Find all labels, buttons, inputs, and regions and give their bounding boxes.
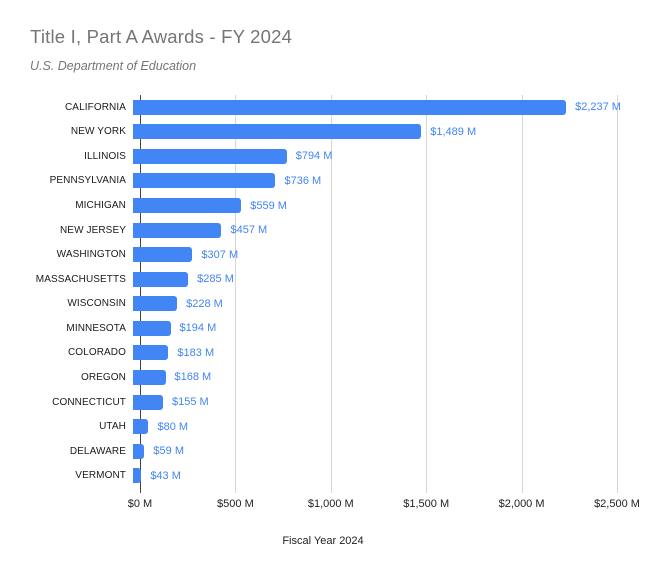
- bar-row: VERMONT $43 M: [30, 463, 617, 488]
- bar-track: $80 M: [133, 414, 617, 439]
- bar: [133, 99, 567, 115]
- plot-gridlines: [140, 95, 618, 493]
- category-label: MASSACHUSETTS: [35, 273, 126, 285]
- gridline: [330, 95, 332, 493]
- bar-track: $168 M: [133, 365, 617, 390]
- bar-track: $194 M: [133, 316, 617, 341]
- value-label: $80 M: [157, 420, 189, 433]
- bar-row: WASHINGTON $307 M: [30, 242, 617, 267]
- category-label: COLORADO: [67, 347, 126, 359]
- value-label: $183 M: [177, 346, 215, 359]
- category-label: UTAH: [99, 421, 126, 433]
- bar: [133, 148, 287, 164]
- x-tick-label: $1,000 M: [307, 498, 354, 510]
- gridline: [521, 95, 523, 493]
- value-label: $59 M: [153, 445, 184, 458]
- bar-track: $457 M: [133, 218, 617, 243]
- category-label: PENNSYLVANIA: [49, 175, 126, 187]
- bar: [133, 443, 145, 459]
- category-label: ILLINOIS: [84, 150, 126, 162]
- x-tick-label: $2,500 M: [594, 498, 640, 510]
- bar: [133, 320, 171, 336]
- bar-row: WISCONSIN $228 M: [30, 292, 617, 317]
- bar-row: COLORADO $183 M: [30, 341, 617, 366]
- bar-row: NEW YORK $1,489 M: [30, 120, 617, 145]
- value-label: $2,237 M: [575, 101, 621, 114]
- value-label: $168 M: [174, 371, 212, 384]
- value-label: $307 M: [201, 248, 239, 261]
- value-label: $736 M: [284, 174, 322, 187]
- value-label: $194 M: [179, 322, 217, 335]
- bar-track: $155 M: [133, 390, 617, 415]
- value-label: $559 M: [250, 199, 287, 212]
- x-tick-label: $0 M: [127, 498, 153, 510]
- category-label: DELAWARE: [69, 445, 126, 457]
- value-label: $794 M: [295, 150, 333, 163]
- gridline: [426, 95, 428, 493]
- bar-track: $285 M: [133, 267, 617, 292]
- bar-track: $59 M: [133, 439, 617, 464]
- category-label: NEW YORK: [70, 126, 126, 138]
- bar: [133, 124, 422, 140]
- category-label: CALIFORNIA: [64, 101, 126, 113]
- bar-row: NEW JERSEY $457 M: [30, 218, 617, 243]
- bar-track: $794 M: [133, 144, 617, 169]
- bar: [133, 345, 169, 361]
- bar-row: MASSACHUSETTS $285 M: [30, 267, 617, 292]
- category-label: VERMONT: [75, 470, 126, 482]
- bar-track: $183 M: [133, 341, 617, 366]
- category-label: NEW JERSEY: [59, 224, 126, 236]
- bar-track: $228 M: [133, 292, 617, 317]
- bar: [133, 468, 142, 484]
- gridline: [235, 95, 237, 493]
- bar-track: $559 M: [133, 193, 617, 218]
- value-label: $228 M: [186, 297, 223, 310]
- bar-row: MINNESOTA $194 M: [30, 316, 617, 341]
- value-label: $155 M: [172, 396, 209, 409]
- bar: [133, 222, 222, 238]
- bar-chart-plot: CALIFORNIA $2,237 M NEW YORK $1,489 M IL…: [30, 95, 621, 488]
- bar: [133, 419, 149, 435]
- value-label: $1,489 M: [430, 125, 477, 138]
- bar: [133, 198, 242, 214]
- bar-row: DELAWARE $59 M: [30, 439, 617, 464]
- value-label: $43 M: [150, 469, 181, 482]
- category-label: MINNESOTA: [66, 322, 126, 334]
- category-label: OREGON: [80, 371, 126, 383]
- category-label: MICHIGAN: [75, 200, 126, 212]
- x-axis-ticks: $0 M $500 M $1,000 M $1,500 M $2,000 M $…: [128, 498, 640, 512]
- gridline: [617, 95, 618, 493]
- bar: [133, 271, 189, 287]
- bar-row: CALIFORNIA $2,237 M: [30, 95, 621, 120]
- y-axis-line: [140, 95, 141, 493]
- category-label: CONNECTICUT: [52, 396, 126, 408]
- category-label: WASHINGTON: [56, 249, 126, 261]
- bar-track: $1,489 M: [133, 120, 617, 145]
- bar-track: $2,237 M: [133, 95, 621, 120]
- bar-track: $307 M: [133, 242, 617, 267]
- bar: [133, 369, 166, 385]
- x-axis-title: Fiscal Year 2024: [282, 535, 364, 547]
- bar: [133, 394, 163, 410]
- x-tick-label: $2,000 M: [498, 498, 545, 510]
- bar: [133, 173, 276, 189]
- bar-row: MICHIGAN $559 M: [30, 193, 617, 218]
- bar-row: PENNSYLVANIA $736 M: [30, 169, 617, 194]
- bar: [133, 296, 178, 312]
- x-tick-label: $1,500 M: [403, 498, 450, 510]
- bar-track: $736 M: [133, 169, 617, 194]
- category-label: WISCONSIN: [67, 298, 126, 310]
- bar-track: $43 M: [133, 463, 617, 488]
- chart-title: Title I, Part A Awards - FY 2024: [30, 26, 293, 47]
- bar-row: UTAH $80 M: [30, 414, 617, 439]
- bar: [133, 247, 193, 263]
- value-label: $457 M: [230, 224, 268, 237]
- value-label: $285 M: [197, 273, 234, 286]
- bar-row: OREGON $168 M: [30, 365, 617, 390]
- bar-row: ILLINOIS $794 M: [30, 144, 617, 169]
- bar-row: CONNECTICUT $155 M: [30, 390, 617, 415]
- x-tick-label: $500 M: [217, 498, 254, 510]
- chart-subtitle: U.S. Department of Education: [30, 59, 197, 73]
